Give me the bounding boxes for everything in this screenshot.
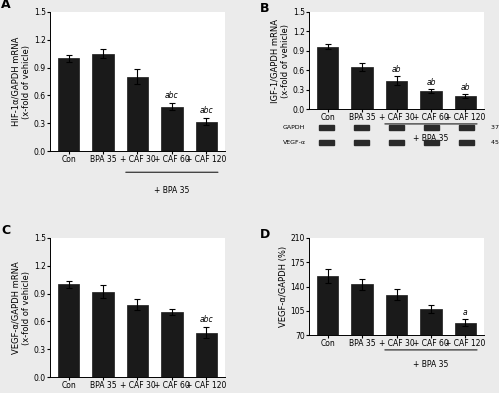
- Text: B: B: [260, 2, 269, 15]
- Bar: [127, 305, 148, 377]
- Text: abc: abc: [200, 315, 213, 324]
- Text: VEGF-α: VEGF-α: [282, 140, 305, 145]
- Text: 37 kDa: 37 kDa: [491, 125, 499, 130]
- Text: 45 kDa: 45 kDa: [491, 140, 499, 145]
- Bar: [459, 140, 474, 145]
- Bar: [420, 91, 442, 109]
- Bar: [389, 125, 404, 130]
- Bar: [354, 125, 369, 130]
- Text: + BPA 35: + BPA 35: [413, 134, 449, 143]
- Bar: [389, 140, 404, 145]
- Bar: [386, 81, 407, 109]
- Text: abc: abc: [200, 106, 213, 115]
- Bar: [92, 53, 114, 151]
- Bar: [351, 67, 373, 109]
- Text: A: A: [1, 0, 10, 11]
- Bar: [92, 292, 114, 377]
- Bar: [58, 284, 79, 377]
- Bar: [319, 125, 334, 130]
- Bar: [161, 312, 183, 377]
- Bar: [354, 140, 369, 145]
- Bar: [455, 323, 476, 384]
- Y-axis label: HIF-1α/GAPDH mRNA
(x-fold of vehicle): HIF-1α/GAPDH mRNA (x-fold of vehicle): [11, 37, 31, 126]
- Text: abc: abc: [165, 91, 179, 100]
- Y-axis label: IGF-1/GAPDH mRNA
(x-fold of vehicle): IGF-1/GAPDH mRNA (x-fold of vehicle): [270, 18, 290, 103]
- Y-axis label: VEGF-α/GAPDH (%): VEGF-α/GAPDH (%): [278, 246, 287, 327]
- Bar: [386, 295, 407, 384]
- Bar: [459, 125, 474, 130]
- Bar: [351, 285, 373, 384]
- Bar: [58, 58, 79, 151]
- Text: a: a: [463, 309, 468, 317]
- Bar: [317, 276, 338, 384]
- Text: C: C: [1, 224, 10, 237]
- Bar: [319, 140, 334, 145]
- Bar: [196, 332, 217, 377]
- Text: + BPA 35: + BPA 35: [154, 186, 190, 195]
- Bar: [455, 96, 476, 109]
- Bar: [127, 77, 148, 151]
- Text: ab: ab: [426, 78, 436, 87]
- Text: + BPA 35: + BPA 35: [413, 360, 449, 369]
- Text: D: D: [260, 228, 270, 241]
- Bar: [317, 47, 338, 109]
- Bar: [424, 125, 439, 130]
- Text: ab: ab: [392, 65, 401, 74]
- Bar: [161, 107, 183, 151]
- Text: ab: ab: [461, 83, 470, 92]
- Bar: [424, 140, 439, 145]
- Bar: [420, 309, 442, 384]
- Y-axis label: VEGF-α/GAPDH mRNA
(x-fold of vehicle): VEGF-α/GAPDH mRNA (x-fold of vehicle): [11, 261, 31, 354]
- Bar: [196, 121, 217, 151]
- Text: GAPDH: GAPDH: [283, 125, 305, 130]
